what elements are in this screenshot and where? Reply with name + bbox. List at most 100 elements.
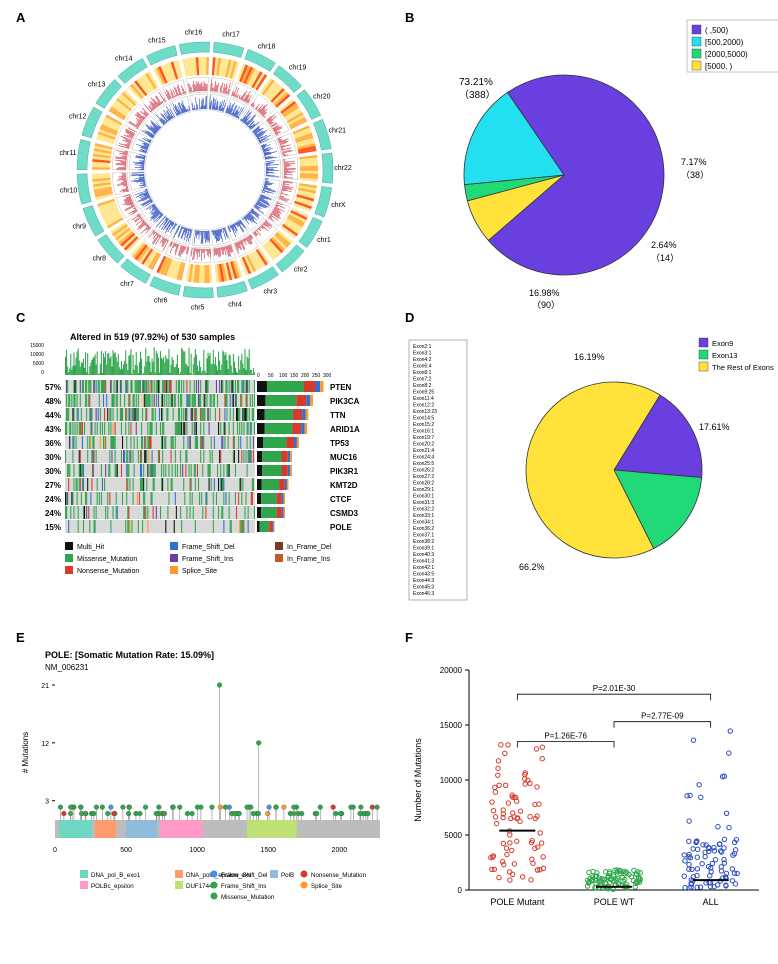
svg-text:KMT2D: KMT2D [330, 481, 358, 490]
svg-text:chr11: chr11 [60, 150, 77, 157]
pie-chart-d: Exon2:1Exon3:1Exon4:2Exon6:4Exon8:1Exon7… [399, 310, 778, 630]
panel-label-e: E [16, 630, 25, 645]
panel-f: F 05000100001500020000Number of Mutation… [399, 630, 778, 940]
svg-text:250: 250 [312, 373, 321, 379]
svg-text:Frame_Shift_Ins: Frame_Shift_Ins [221, 883, 266, 890]
svg-text:Nonsense_Mutation: Nonsense_Mutation [311, 872, 367, 879]
svg-text:P=1.26E-76: P=1.26E-76 [544, 732, 587, 741]
svg-text:3: 3 [45, 799, 49, 806]
svg-text:Exon43:5: Exon43:5 [413, 572, 434, 578]
svg-text:Exon16:1: Exon16:1 [413, 429, 434, 435]
svg-text:300: 300 [323, 373, 332, 379]
svg-text:Exon19:7: Exon19:7 [413, 435, 434, 441]
svg-text:chr14: chr14 [115, 55, 133, 62]
svg-text:POLBc_epsilon: POLBc_epsilon [91, 883, 134, 890]
svg-text:ALL: ALL [703, 897, 719, 907]
svg-text:PIK3R1: PIK3R1 [330, 467, 359, 476]
svg-text:44%: 44% [45, 411, 61, 420]
svg-text:PolB: PolB [281, 872, 294, 879]
scatter-plot: 05000100001500020000Number of MutationsP… [399, 630, 778, 940]
svg-text:( ,500): ( ,500) [705, 26, 728, 35]
svg-text:Exon26:2: Exon26:2 [413, 468, 434, 474]
svg-text:chr19: chr19 [289, 65, 307, 72]
svg-text:Exon15:2: Exon15:2 [413, 422, 434, 428]
svg-text:（90）: （90） [532, 300, 560, 310]
panel-b: B 73.21%（388）7.17%（38）2.64%（14）16.98%（90… [399, 10, 778, 310]
svg-text:50: 50 [268, 373, 274, 379]
svg-text:chr4: chr4 [228, 302, 242, 309]
svg-text:Number of Mutations: Number of Mutations [413, 738, 423, 822]
svg-text:30%: 30% [45, 453, 61, 462]
svg-text:15%: 15% [45, 523, 61, 532]
svg-text:POLE Mutant: POLE Mutant [490, 897, 545, 907]
svg-text:Frame_Shift_Del: Frame_Shift_Del [221, 872, 267, 879]
svg-text:Exon8:2: Exon8:2 [413, 383, 432, 389]
svg-text:chr16: chr16 [185, 29, 203, 36]
oncoplot: Altered in 519 (97.92%) of 530 samples15… [10, 310, 399, 630]
svg-text:0: 0 [458, 886, 463, 895]
svg-text:1500: 1500 [260, 847, 276, 854]
svg-text:Exon8:1: Exon8:1 [413, 370, 432, 376]
panel-e: E POLE: [Somatic Mutation Rate: 15.09%]N… [10, 630, 399, 940]
svg-text:73.21%: 73.21% [459, 77, 493, 88]
svg-text:In_Frame_Ins: In_Frame_Ins [287, 556, 331, 563]
svg-text:[500,2000): [500,2000) [705, 38, 744, 47]
svg-text:DNA_pol_B_exo1: DNA_pol_B_exo1 [91, 872, 141, 879]
svg-text:chr3: chr3 [263, 288, 277, 295]
svg-text:Exon27:2: Exon27:2 [413, 474, 434, 480]
svg-text:CSMD3: CSMD3 [330, 509, 359, 518]
svg-text:48%: 48% [45, 397, 61, 406]
svg-text:Exon11:4: Exon11:4 [413, 396, 434, 402]
svg-text:Exon2:1: Exon2:1 [413, 344, 432, 350]
svg-text:43%: 43% [45, 425, 61, 434]
svg-text:12: 12 [41, 741, 49, 748]
svg-text:The Rest of Exons: The Rest of Exons [712, 363, 774, 372]
svg-text:24%: 24% [45, 495, 61, 504]
svg-text:16.19%: 16.19% [574, 352, 605, 362]
svg-text:1000: 1000 [189, 847, 205, 854]
svg-text:15000: 15000 [440, 721, 463, 730]
svg-text:Exon34:1: Exon34:1 [413, 520, 434, 526]
svg-text:Frame_Shift_Del: Frame_Shift_Del [182, 544, 235, 551]
svg-text:500: 500 [120, 847, 132, 854]
svg-text:chr18: chr18 [258, 43, 276, 50]
panel-c: C Altered in 519 (97.92%) of 530 samples… [10, 310, 399, 630]
svg-text:chr8: chr8 [92, 256, 106, 263]
svg-text:Exon32:2: Exon32:2 [413, 507, 434, 513]
svg-text:Exon41:3: Exon41:3 [413, 559, 434, 565]
svg-text:NM_006231: NM_006231 [45, 663, 89, 672]
svg-text:CTCF: CTCF [330, 495, 351, 504]
svg-text:Splice_Site: Splice_Site [311, 883, 343, 890]
svg-text:Exon9: Exon9 [712, 339, 733, 348]
svg-text:5000: 5000 [444, 831, 462, 840]
svg-text:Exon38:2: Exon38:2 [413, 539, 434, 545]
svg-text:Exon30:1: Exon30:1 [413, 494, 434, 500]
svg-text:[2000,5000): [2000,5000) [705, 50, 748, 59]
svg-text:chr15: chr15 [148, 38, 166, 45]
svg-text:Exon12:2: Exon12:2 [413, 403, 434, 409]
svg-text:2000: 2000 [332, 847, 348, 854]
svg-text:15000: 15000 [30, 343, 44, 349]
svg-text:Exon3:1: Exon3:1 [413, 351, 432, 357]
svg-text:16.98%: 16.98% [529, 288, 560, 298]
svg-text:Splice_Site: Splice_Site [182, 568, 217, 575]
svg-text:2.64%: 2.64% [651, 240, 677, 250]
svg-text:Exon6:4: Exon6:4 [413, 364, 432, 370]
svg-text:Exon28:2: Exon28:2 [413, 481, 434, 487]
svg-text:chr7: chr7 [120, 281, 134, 288]
svg-text:10000: 10000 [30, 352, 44, 358]
svg-text:Missense_Mutation: Missense_Mutation [77, 556, 137, 563]
svg-text:chr6: chr6 [154, 298, 168, 305]
lollipop-plot: POLE: [Somatic Mutation Rate: 15.09%]NM_… [10, 630, 399, 940]
svg-text:（38）: （38） [681, 170, 709, 180]
svg-text:[5000, ): [5000, ) [705, 62, 732, 71]
svg-text:PIK3CA: PIK3CA [330, 397, 360, 406]
svg-text:MUC16: MUC16 [330, 453, 358, 462]
svg-text:100: 100 [279, 373, 288, 379]
svg-text:# Mutations: # Mutations [21, 732, 30, 773]
svg-text:PTEN: PTEN [330, 383, 352, 392]
svg-text:Exon42:1: Exon42:1 [413, 565, 434, 571]
svg-text:Exon44:3: Exon44:3 [413, 578, 434, 584]
panel-label-c: C [16, 310, 25, 325]
svg-text:Nonsense_Mutation: Nonsense_Mutation [77, 568, 139, 575]
